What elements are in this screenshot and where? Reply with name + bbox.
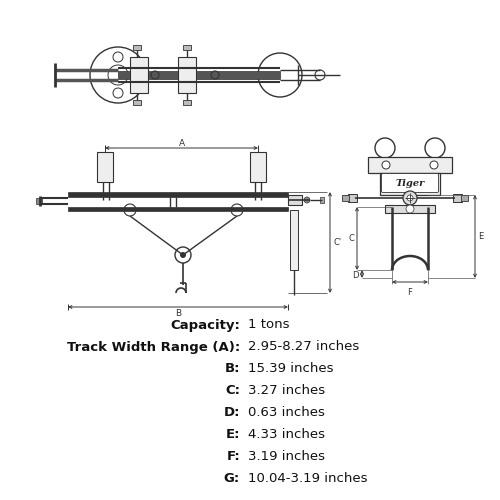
- Bar: [133, 100, 141, 105]
- Circle shape: [180, 252, 186, 258]
- Text: B: B: [175, 308, 181, 318]
- Bar: [250, 152, 266, 182]
- Bar: [130, 57, 148, 93]
- Bar: [288, 195, 302, 205]
- Bar: [461, 195, 468, 201]
- Bar: [368, 157, 452, 173]
- Text: 3.19 inches: 3.19 inches: [248, 450, 325, 464]
- Bar: [320, 197, 324, 203]
- Text: A: A: [178, 138, 184, 147]
- Circle shape: [406, 205, 414, 213]
- Circle shape: [407, 195, 413, 201]
- Circle shape: [382, 161, 390, 169]
- Text: Capacity:: Capacity:: [170, 318, 240, 332]
- Bar: [68, 207, 288, 211]
- Bar: [348, 194, 357, 202]
- Bar: [183, 45, 191, 50]
- Text: Tiger: Tiger: [396, 178, 424, 188]
- Bar: [36, 198, 42, 204]
- Text: C': C': [333, 238, 341, 247]
- Bar: [342, 195, 349, 201]
- Text: 0.63 inches: 0.63 inches: [248, 406, 325, 420]
- Bar: [118, 71, 280, 79]
- Text: C:: C:: [225, 384, 240, 398]
- Bar: [385, 205, 435, 213]
- Text: C: C: [348, 234, 354, 243]
- Text: D: D: [352, 270, 359, 280]
- Bar: [68, 192, 288, 197]
- Bar: [380, 173, 440, 195]
- Circle shape: [430, 161, 438, 169]
- Bar: [290, 210, 298, 270]
- Text: F:: F:: [226, 450, 240, 464]
- FancyBboxPatch shape: [382, 174, 438, 193]
- Text: 15.39 inches: 15.39 inches: [248, 362, 334, 376]
- Text: 1 tons: 1 tons: [248, 318, 290, 332]
- Text: E: E: [478, 232, 483, 241]
- Text: E:: E:: [226, 428, 240, 442]
- Bar: [133, 45, 141, 50]
- Bar: [453, 194, 462, 202]
- Text: B:: B:: [224, 362, 240, 376]
- Bar: [183, 100, 191, 105]
- Bar: [178, 57, 196, 93]
- Text: Track Width Range (A):: Track Width Range (A):: [67, 340, 240, 353]
- Bar: [97, 152, 113, 182]
- Circle shape: [403, 191, 417, 205]
- Text: G:: G:: [224, 472, 240, 486]
- Text: F: F: [408, 288, 412, 297]
- Circle shape: [304, 197, 310, 203]
- Text: 3.27 inches: 3.27 inches: [248, 384, 325, 398]
- Text: 2.95-8.27 inches: 2.95-8.27 inches: [248, 340, 359, 353]
- Text: 4.33 inches: 4.33 inches: [248, 428, 325, 442]
- Text: 10.04-3.19 inches: 10.04-3.19 inches: [248, 472, 368, 486]
- Text: D:: D:: [224, 406, 240, 420]
